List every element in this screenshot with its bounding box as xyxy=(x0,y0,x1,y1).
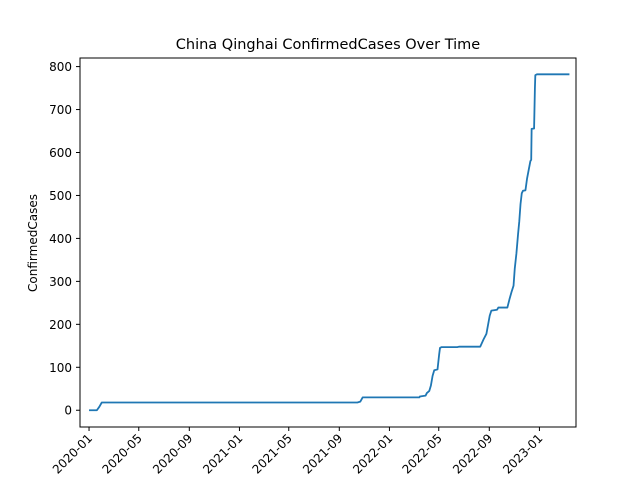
y-tick-label: 400 xyxy=(49,232,72,246)
y-tick-label: 300 xyxy=(49,275,72,289)
chart-title: China Qinghai ConfirmedCases Over Time xyxy=(176,37,481,53)
y-tick-label: 600 xyxy=(49,146,72,160)
y-tick-label: 500 xyxy=(49,189,72,203)
series-line xyxy=(89,73,570,412)
y-tick-label: 0 xyxy=(64,404,72,418)
plot-frame xyxy=(79,57,577,428)
y-axis-label: ConfirmedCases xyxy=(26,194,40,292)
y-tick-label: 700 xyxy=(49,103,72,117)
series-layer xyxy=(89,73,570,412)
y-axis-ticks: 0 100 200 300 400 500 600 700 800 xyxy=(49,60,80,418)
y-tick-label: 800 xyxy=(49,60,72,74)
y-tick-label: 100 xyxy=(49,361,72,375)
y-tick-label: 200 xyxy=(49,318,72,332)
